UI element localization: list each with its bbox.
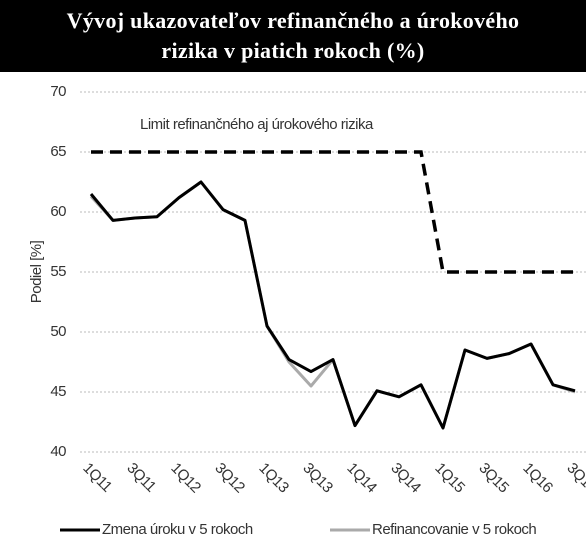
- x-tick-label: 3Q16: [563, 460, 586, 497]
- y-tick-label: 55: [50, 263, 66, 280]
- y-tick-label: 45: [50, 383, 66, 400]
- x-tick-label: 1Q12: [167, 460, 204, 497]
- y-tick-label: 50: [50, 323, 66, 340]
- x-tick-label: 1Q13: [255, 460, 292, 497]
- x-tick-label: 3Q15: [475, 460, 512, 497]
- limit-line: [91, 150, 575, 274]
- x-tick-label: 1Q16: [519, 460, 556, 497]
- chart-title: rizika v piatich rokoch (%): [161, 38, 424, 63]
- x-tick-label: 3Q14: [387, 460, 424, 497]
- x-tick-label: 1Q14: [343, 460, 380, 497]
- y-tick-label: 65: [50, 143, 66, 160]
- x-tick-label: 3Q11: [123, 460, 159, 496]
- y-tick-label: 40: [50, 443, 66, 460]
- y-tick-label: 60: [50, 203, 66, 220]
- title-bar: [0, 0, 586, 72]
- x-tick-label: 1Q11: [79, 460, 115, 496]
- legend-label: Zmena úroku v 5 rokoch: [102, 521, 253, 538]
- annotation: Limit refinančného aj úrokového rizika: [140, 116, 374, 133]
- series-line: [89, 180, 576, 430]
- x-tick-label: 3Q12: [211, 460, 248, 497]
- series-line: [89, 180, 576, 430]
- legend-label: Refinancovanie v 5 rokoch: [372, 521, 536, 538]
- chart-title: Vývoj ukazovateľov refinančného a úrokov…: [67, 8, 520, 33]
- x-tick-label: 1Q15: [431, 460, 468, 497]
- y-tick-label: 70: [50, 83, 66, 100]
- y-axis-label: Podiel [%]: [28, 240, 45, 303]
- x-tick-label: 3Q13: [299, 460, 336, 497]
